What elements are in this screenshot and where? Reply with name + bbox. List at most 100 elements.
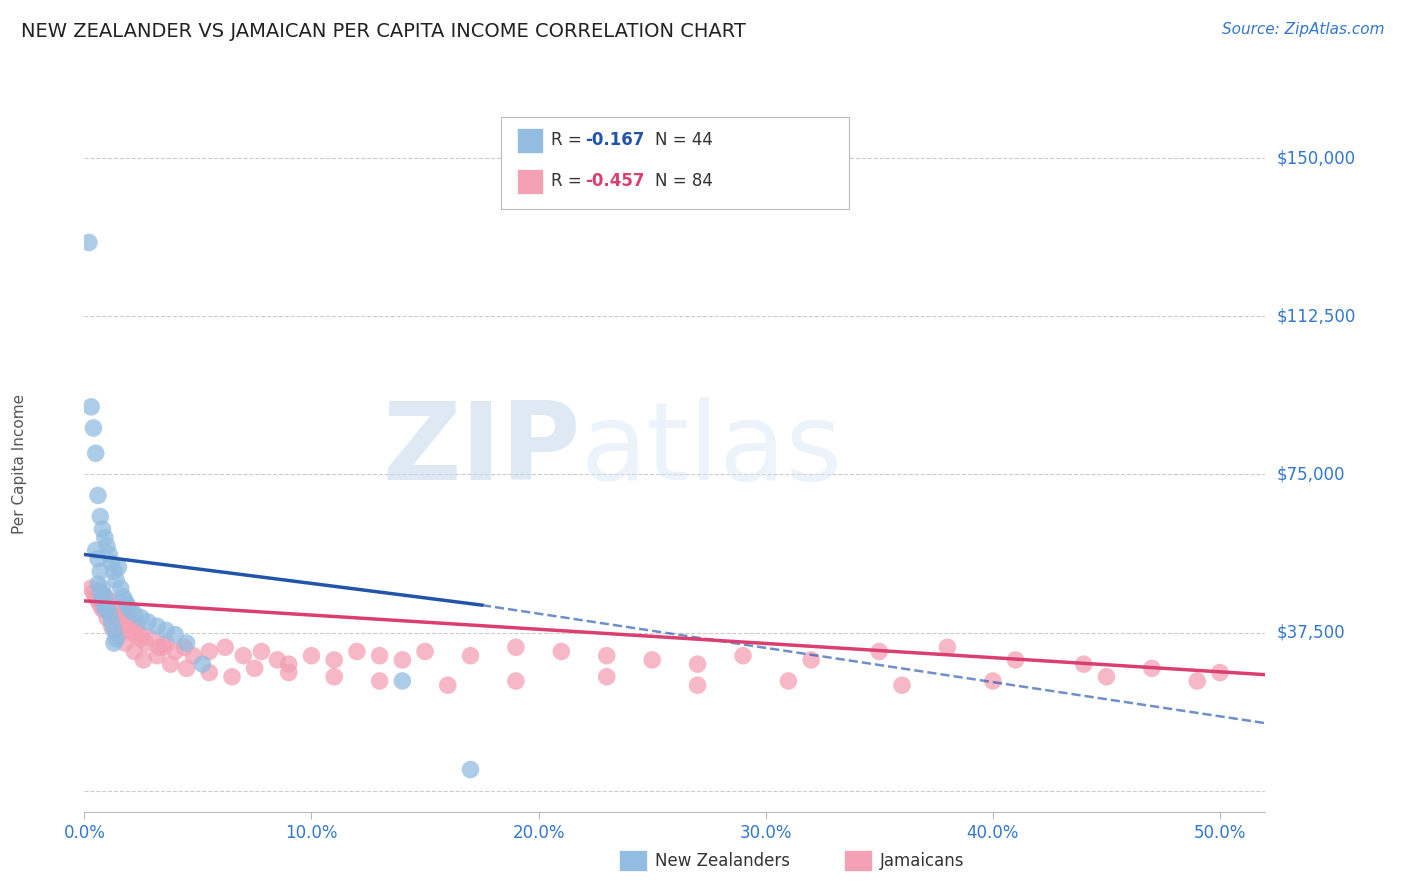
Point: [460, 763, 482, 777]
Point: [135, 636, 157, 650]
Text: Per Capita Income: Per Capita Income: [11, 393, 27, 534]
Point: [778, 673, 800, 688]
Point: [891, 678, 914, 692]
Point: [129, 611, 152, 625]
Point: [91, 522, 114, 536]
Text: N = 44: N = 44: [655, 131, 713, 149]
Point: [125, 619, 148, 633]
Text: Jamaicans: Jamaicans: [880, 852, 965, 870]
Text: atlas: atlas: [581, 397, 842, 503]
Point: [436, 678, 458, 692]
Point: [214, 640, 236, 655]
Text: -0.457: -0.457: [585, 172, 644, 190]
Text: $112,500: $112,500: [1277, 307, 1355, 326]
Point: [346, 644, 368, 658]
Point: [124, 607, 146, 621]
Point: [323, 670, 346, 684]
Text: $150,000: $150,000: [1277, 149, 1355, 167]
Point: [80, 400, 103, 414]
Point: [107, 560, 129, 574]
Point: [117, 598, 139, 612]
Point: [94, 590, 117, 604]
Point: [89, 509, 111, 524]
Point: [80, 581, 103, 595]
Point: [84, 446, 107, 460]
Point: [111, 607, 134, 621]
Point: [82, 585, 104, 599]
Point: [731, 648, 754, 663]
Point: [89, 585, 111, 599]
Text: R =: R =: [551, 172, 588, 190]
Point: [198, 644, 221, 658]
Point: [110, 581, 132, 595]
Point: [91, 602, 114, 616]
Point: [232, 648, 254, 663]
Point: [1209, 665, 1232, 680]
Point: [936, 640, 959, 655]
Point: [105, 573, 128, 587]
Point: [250, 644, 273, 658]
Point: [323, 653, 346, 667]
Point: [96, 598, 118, 612]
Point: [505, 673, 527, 688]
Point: [868, 644, 890, 658]
Point: [105, 632, 128, 646]
Point: [124, 644, 146, 658]
Point: [105, 611, 128, 625]
Point: [118, 602, 141, 616]
Text: $75,000: $75,000: [1277, 466, 1346, 483]
Point: [1004, 653, 1026, 667]
Point: [460, 648, 482, 663]
Point: [96, 602, 118, 616]
Text: Source: ZipAtlas.com: Source: ZipAtlas.com: [1222, 22, 1385, 37]
Point: [368, 673, 391, 688]
Point: [1187, 673, 1209, 688]
Point: [148, 640, 170, 655]
Point: [114, 594, 136, 608]
Point: [153, 640, 176, 655]
Text: $37,500: $37,500: [1277, 624, 1346, 641]
Point: [155, 624, 177, 638]
Point: [266, 653, 288, 667]
Point: [124, 627, 146, 641]
Point: [87, 488, 110, 502]
Point: [105, 624, 128, 638]
Point: [84, 543, 107, 558]
Point: [155, 636, 177, 650]
Point: [98, 548, 121, 562]
Point: [165, 644, 187, 658]
Point: [981, 673, 1004, 688]
Point: [176, 661, 198, 675]
Point: [111, 590, 134, 604]
Point: [118, 624, 141, 638]
Point: [277, 657, 299, 672]
Point: [100, 619, 122, 633]
Point: [94, 531, 117, 545]
Point: [89, 598, 111, 612]
Text: -0.167: -0.167: [585, 131, 644, 149]
Point: [94, 602, 117, 616]
Point: [391, 673, 413, 688]
Point: [198, 665, 221, 680]
Point: [1140, 661, 1163, 675]
Point: [146, 619, 169, 633]
Point: [110, 615, 132, 629]
Point: [550, 644, 572, 658]
Point: [221, 670, 243, 684]
Point: [117, 611, 139, 625]
Point: [596, 670, 619, 684]
Point: [89, 585, 111, 599]
Point: [100, 556, 122, 570]
Point: [146, 648, 169, 663]
Point: [82, 421, 104, 435]
Point: [368, 648, 391, 663]
Point: [173, 640, 195, 655]
Point: [87, 551, 110, 566]
Point: [132, 653, 155, 667]
Point: [641, 653, 664, 667]
Point: [103, 565, 125, 579]
Point: [98, 594, 121, 608]
Point: [243, 661, 266, 675]
Point: [129, 627, 152, 641]
Point: [103, 598, 125, 612]
